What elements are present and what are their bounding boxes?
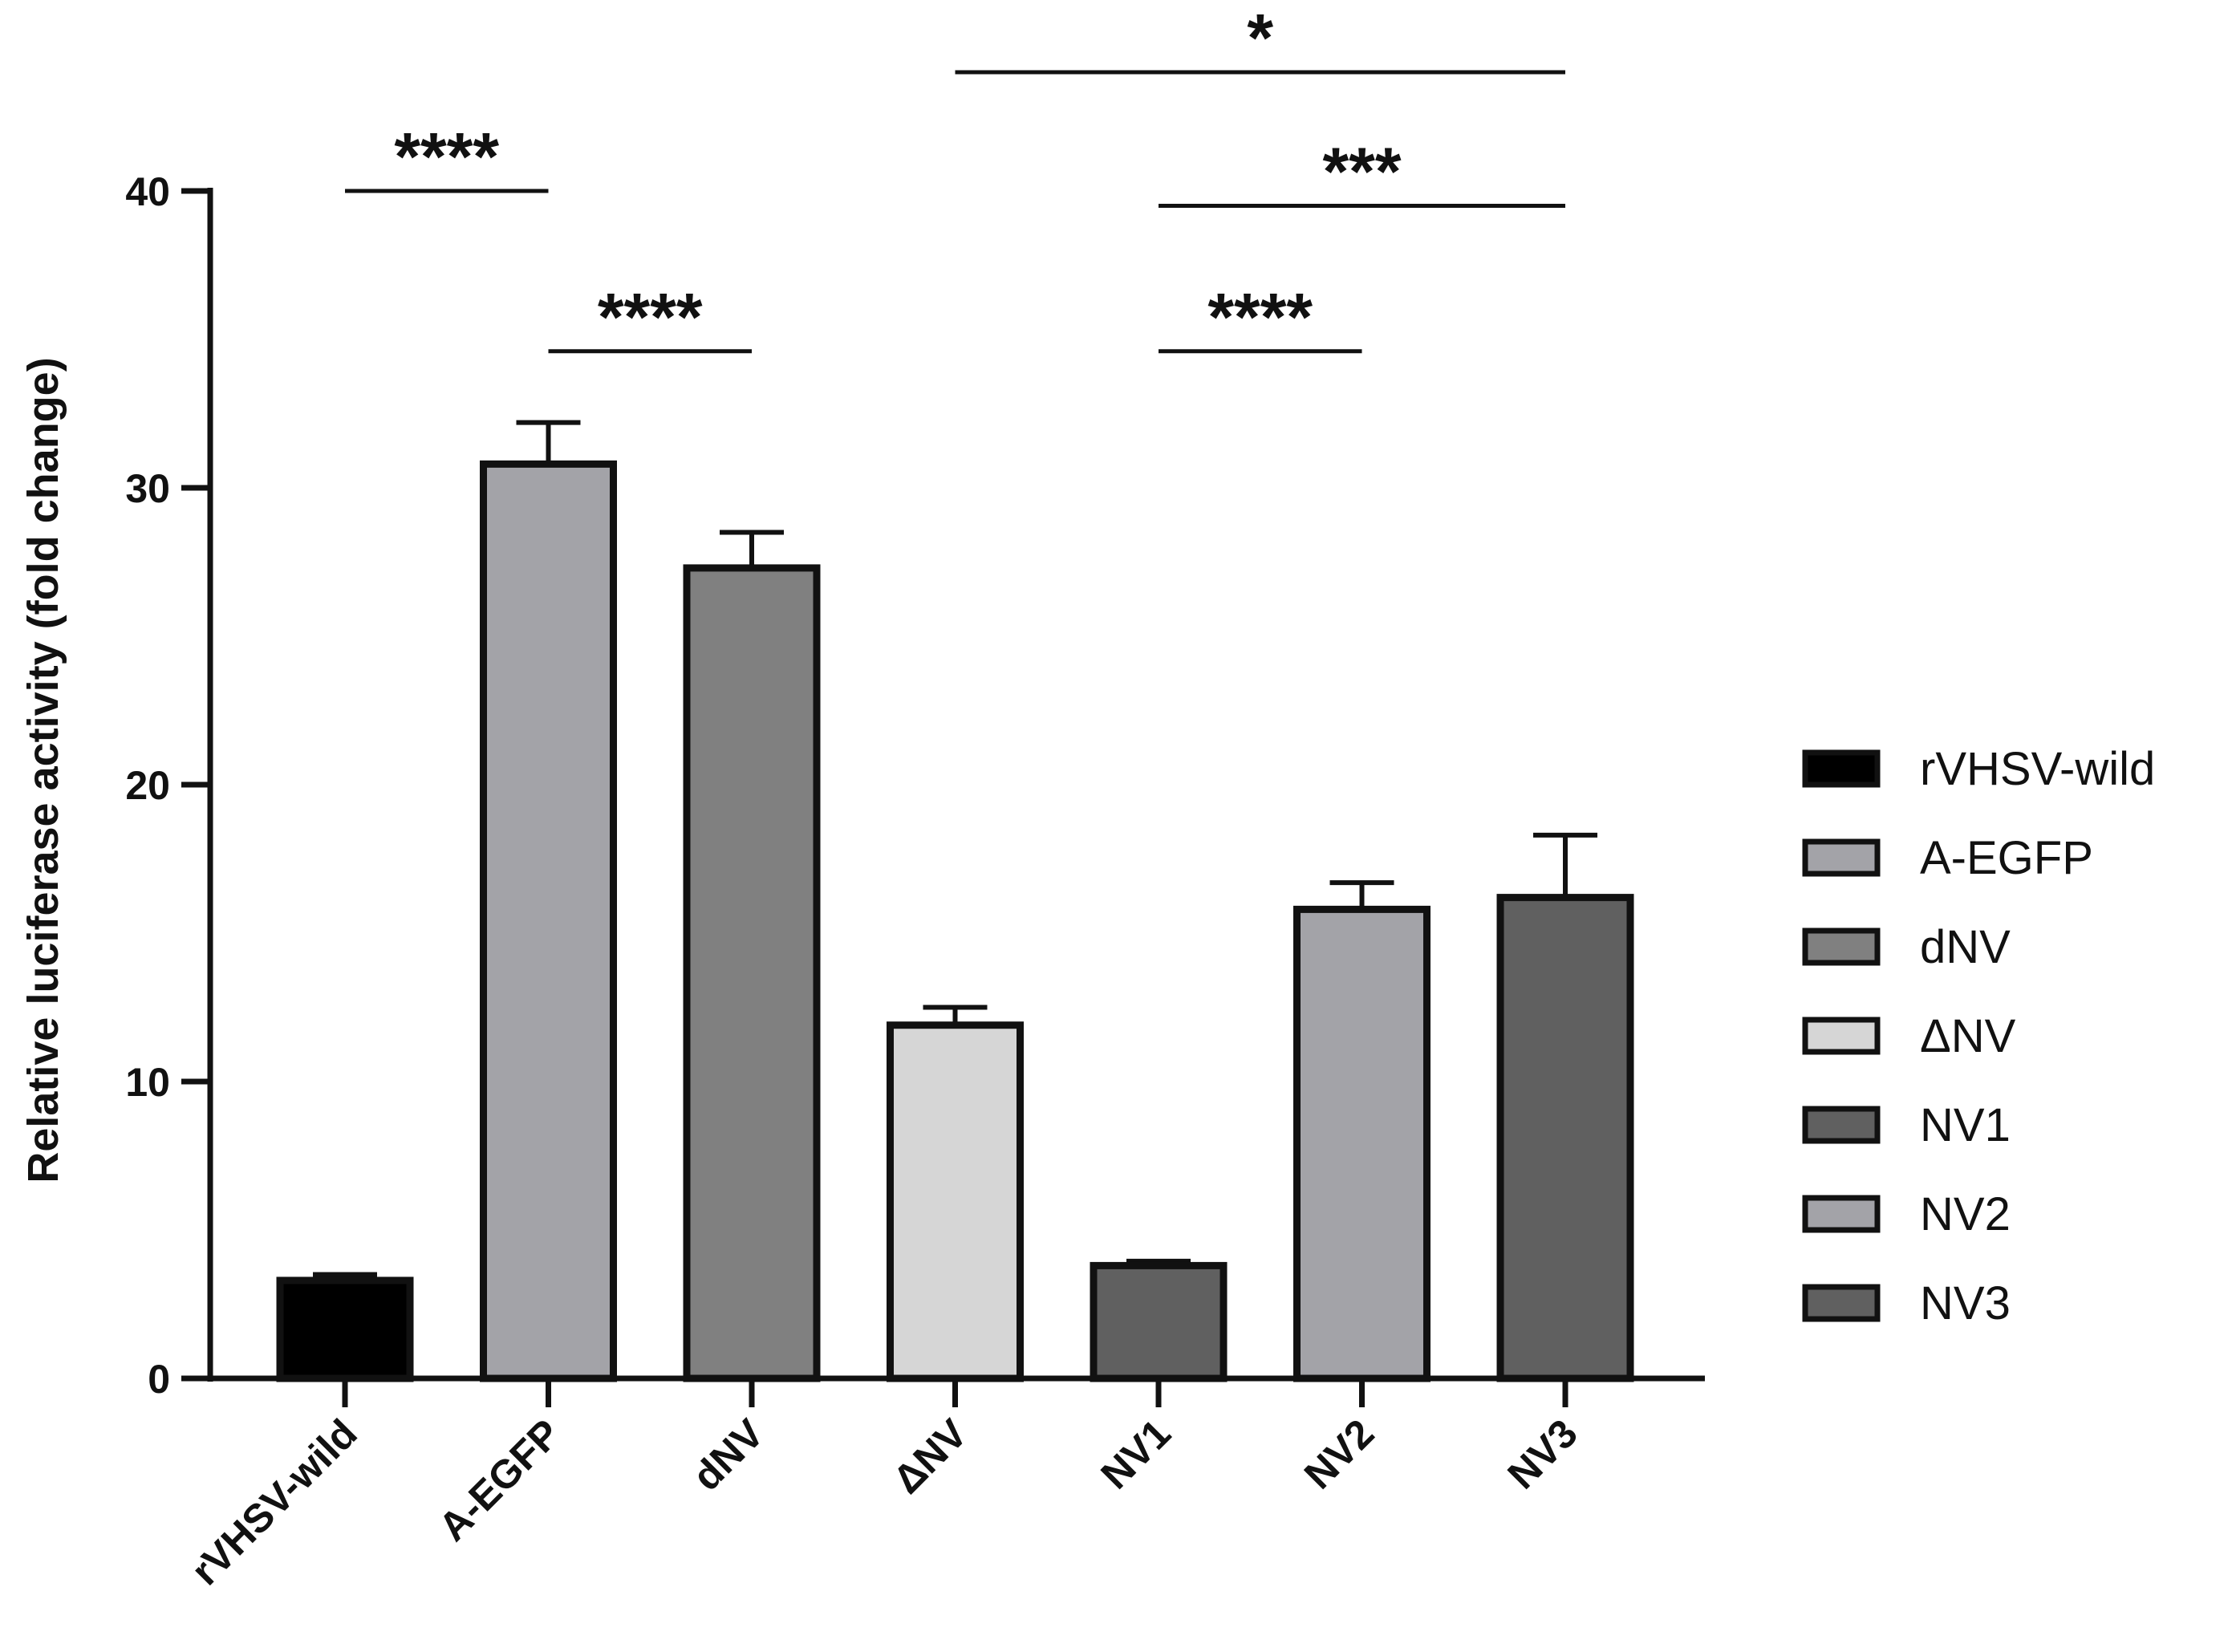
legend-swatch	[1802, 1017, 1881, 1055]
bar	[1496, 894, 1634, 1382]
bar	[683, 564, 821, 1382]
bar	[276, 1277, 414, 1382]
y-tick-label: 10	[125, 1060, 170, 1105]
bars	[276, 420, 1634, 1382]
bar	[887, 1021, 1024, 1382]
significance-label: ****	[1207, 279, 1313, 355]
legend-swatch	[1802, 1106, 1881, 1144]
x-tick-label: NV2	[1296, 1410, 1382, 1497]
significance-label: *	[1247, 0, 1273, 75]
x-tick-label: ΔNV	[884, 1410, 976, 1503]
legend-label: dNV	[1920, 921, 2011, 973]
legend-swatch	[1802, 1195, 1881, 1233]
legend-label: NV3	[1920, 1277, 2011, 1329]
x-axis: rVHSV-wild A-EGFP dNV ΔNV NV1 NV2 NV3	[183, 1375, 1705, 1593]
legend: rVHSV-wild A-EGFP dNV ΔNV NV1 NV2 NV3	[1802, 743, 2155, 1329]
y-tick-label: 0	[148, 1357, 170, 1402]
significance-label: ****	[598, 279, 703, 355]
bar	[1293, 905, 1431, 1382]
x-tick-label: A-EGFP	[430, 1410, 569, 1549]
x-tick-label: NV1	[1092, 1410, 1179, 1497]
y-tick-label: 20	[125, 763, 170, 808]
bar	[1090, 1261, 1228, 1382]
significance-label: ***	[1322, 134, 1401, 209]
legend-swatch	[1802, 749, 1881, 788]
legend-swatch	[1802, 1284, 1881, 1322]
x-tick-label: dNV	[684, 1410, 773, 1500]
y-axis: 0 10 20 30 40	[125, 169, 213, 1402]
legend-label: NV1	[1920, 1099, 2011, 1151]
legend-label: rVHSV-wild	[1920, 743, 2155, 795]
legend-label: ΔNV	[1920, 1010, 2016, 1062]
legend-label: A-EGFP	[1920, 832, 2093, 884]
legend-swatch	[1802, 838, 1881, 877]
x-tick-label: NV3	[1499, 1410, 1585, 1497]
y-axis-title: Relative luciferase activity (fold chang…	[19, 357, 67, 1183]
legend-swatch	[1802, 927, 1881, 966]
significance-label: ****	[394, 119, 499, 194]
y-tick-label: 40	[125, 169, 170, 214]
y-tick-label: 30	[125, 466, 170, 511]
bar	[480, 460, 617, 1382]
x-tick-label: rVHSV-wild	[183, 1410, 366, 1593]
legend-label: NV2	[1920, 1188, 2011, 1240]
significance-brackets: ****************	[345, 0, 1565, 355]
